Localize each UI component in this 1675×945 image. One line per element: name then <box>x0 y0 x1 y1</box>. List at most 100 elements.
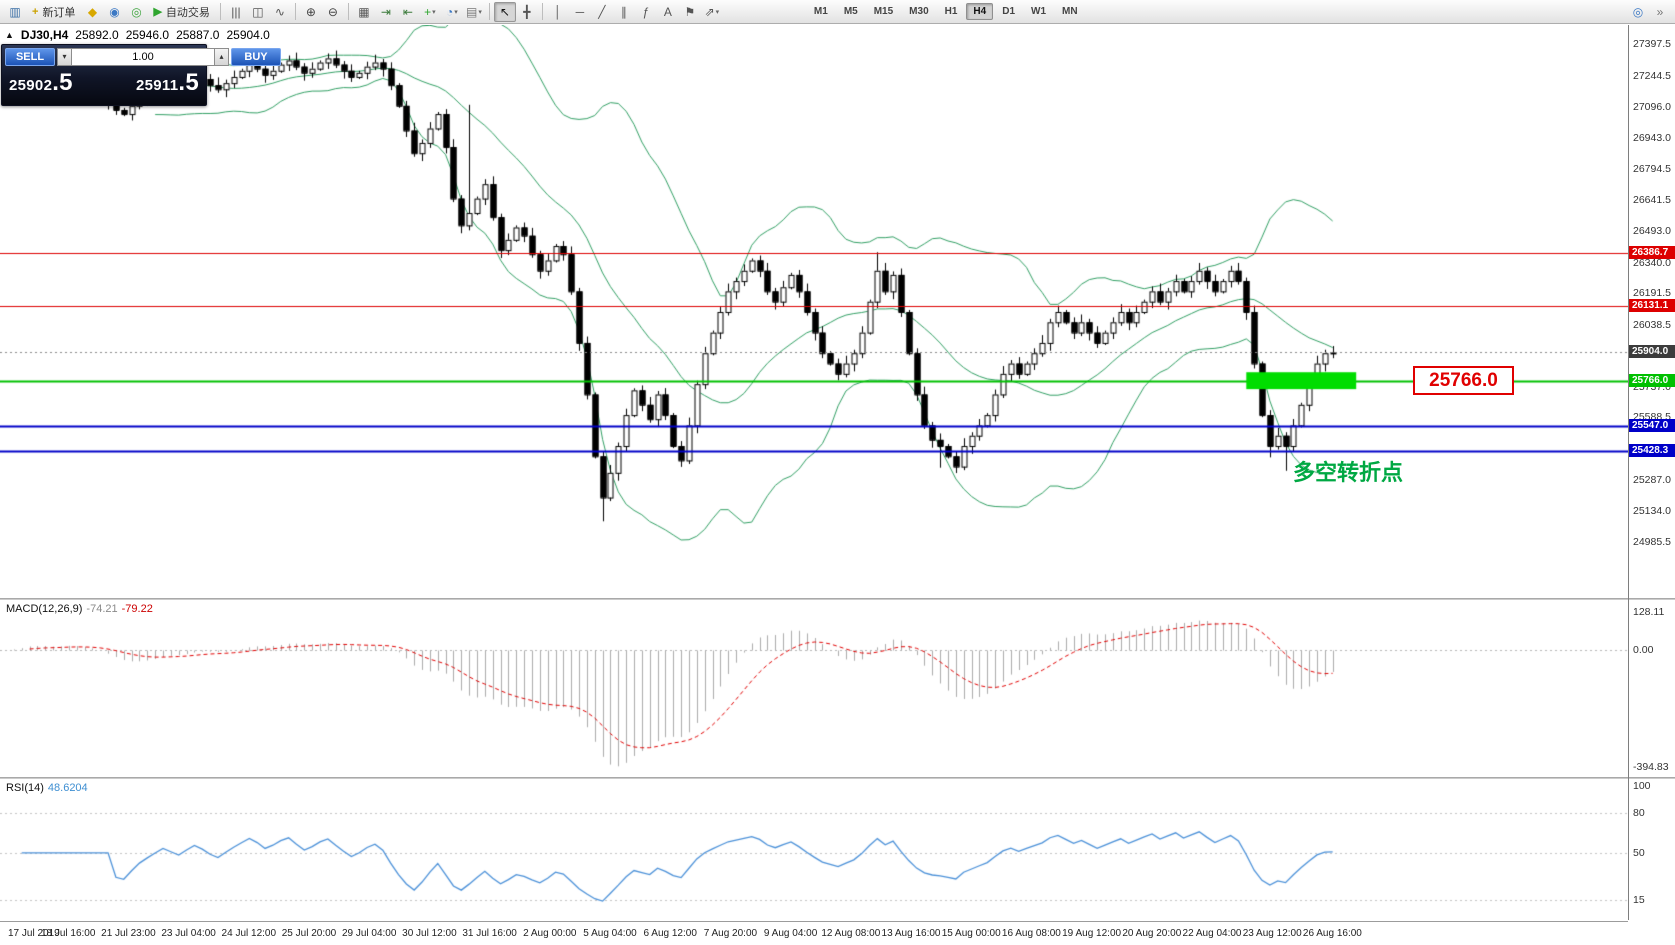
fibonacci-icon[interactable]: ƒ <box>642 4 650 19</box>
label-icon[interactable]: ⚑ <box>684 4 696 19</box>
price-axis-label: -394.83 <box>1633 760 1669 773</box>
timeframe-m15[interactable]: M15 <box>873 6 894 17</box>
rsi-indicator-label: RSI(14) 48.6204 <box>6 782 92 794</box>
timeframe-m1[interactable]: M1 <box>813 6 828 17</box>
volume-input[interactable] <box>72 48 214 66</box>
time-axis-label: 12 Aug 08:00 <box>821 928 881 939</box>
horizontal-line-icon[interactable]: ─ <box>575 4 585 19</box>
time-axis-label: 30 Jul 12:00 <box>402 928 457 939</box>
timeframe-m5[interactable]: M5 <box>843 6 858 17</box>
timeframe-h1[interactable]: H1 <box>944 6 958 17</box>
tile-windows-icon[interactable]: ▦ <box>358 4 370 19</box>
price-tag: 26131.1 <box>1629 298 1675 312</box>
time-axis-label: 23 Jul 04:00 <box>161 928 216 939</box>
price-axis-label: 24985.5 <box>1633 535 1671 548</box>
price-axis-label: 15 <box>1633 893 1645 906</box>
sell-price-small: 25902 <box>9 77 53 94</box>
candlestick-chart-icon[interactable]: ◫ <box>252 4 264 19</box>
autotrading-button-label: 自动交易 <box>165 6 210 19</box>
toolbar-separator <box>219 3 221 20</box>
pane-divider-macd[interactable] <box>0 598 1675 600</box>
volume-decrease-button[interactable]: ▾ <box>57 48 72 66</box>
price-axis-label: 0.00 <box>1633 644 1654 657</box>
time-axis-label: 2 Aug 00:00 <box>523 928 577 939</box>
toolbar-separator <box>541 3 543 20</box>
price-axis-label: 50 <box>1633 846 1645 859</box>
price-axis-label: 26794.5 <box>1633 162 1671 175</box>
new-order-button[interactable]: + 新订单 <box>26 2 81 22</box>
templates-icon[interactable]: ▤ ▾ <box>465 4 482 19</box>
price-axis-label: 26340.0 <box>1633 256 1671 269</box>
chart-ohlc-header: ▲ DJ30,H4 25892.0 25946.0 25887.0 25904.… <box>5 28 270 42</box>
price-axis-label: 100 <box>1633 779 1651 792</box>
timeframe-h4[interactable]: H4 <box>966 3 994 20</box>
time-axis-label: 21 Jul 23:00 <box>101 928 156 939</box>
price-axis-label: 26191.5 <box>1633 287 1671 300</box>
cursor-icon[interactable]: ↖ <box>493 1 516 22</box>
price-tag: 25904.0 <box>1629 345 1675 359</box>
price-axis[interactable]: 27397.5 27244.5 27096.0 26943.0 26794.5 26641… <box>1629 25 1675 920</box>
periods-icon[interactable]: ◔ ▾ <box>446 4 458 19</box>
auto-scroll-icon[interactable]: ⇥ <box>380 4 391 19</box>
community-icon[interactable]: ◉ <box>109 4 120 19</box>
buy-button[interactable]: BUY <box>231 48 281 66</box>
timeframe-m30[interactable]: M30 <box>909 6 929 17</box>
trendline-icon[interactable]: ╱ <box>598 4 606 19</box>
line-chart-icon[interactable]: ∿ <box>274 4 285 19</box>
buy-price[interactable]: 25911.5 <box>136 67 199 102</box>
volume-increase-button[interactable]: ▴ <box>214 48 229 66</box>
time-axis-label: 26 Aug 16:00 <box>1302 928 1362 939</box>
crosshair-icon[interactable]: ╋ <box>523 4 531 19</box>
vertical-line-icon[interactable]: │ <box>554 4 562 19</box>
macd-main-value: -74.21 <box>86 603 118 615</box>
order-book-icon[interactable]: ▥ <box>9 4 21 19</box>
zoom-out-icon[interactable]: ⊖ <box>327 4 338 19</box>
toolbar-separator <box>488 3 490 20</box>
main-chart-canvas[interactable] <box>0 25 1628 598</box>
turning-point-annotation[interactable]: 多空转折点 <box>1293 460 1404 485</box>
search-icon[interactable]: ◎ <box>1632 4 1644 19</box>
timeframe-mn[interactable]: MN <box>1062 6 1078 17</box>
chart-shift-icon[interactable]: ⇤ <box>402 4 413 19</box>
time-axis-label: 23 Aug 12:00 <box>1242 928 1302 939</box>
toolbar-separator <box>294 3 296 20</box>
price-axis-label: 27244.5 <box>1633 70 1671 83</box>
text-icon[interactable]: A <box>663 4 672 19</box>
sell-button[interactable]: SELL <box>5 48 55 66</box>
autotrading-button[interactable]: ▶ 自动交易 <box>147 2 215 22</box>
new-order-icon: + <box>32 5 39 18</box>
timeframe-d1[interactable]: D1 <box>1002 6 1016 17</box>
rsi-pane-canvas[interactable] <box>0 779 1628 920</box>
equidistant-channel-icon[interactable]: ∥ <box>620 4 627 19</box>
trade-panel-collapse-arrow[interactable]: ▲ <box>5 30 14 40</box>
one-click-trading-panel: SELL ▾ ▴ BUY 25902.5 25911.5 <box>1 44 281 106</box>
time-axis-label: 13 Aug 16:00 <box>881 928 941 939</box>
time-axis-label: 18 Jul 16:00 <box>40 928 96 939</box>
timeframe-w1[interactable]: W1 <box>1031 6 1047 17</box>
metaeditor-icon[interactable]: ◆ <box>87 4 98 19</box>
sell-price[interactable]: 25902.5 <box>9 67 73 102</box>
macd-signal-value: -79.22 <box>121 603 153 615</box>
high-value: 25946.0 <box>125 28 170 42</box>
refresh-icon[interactable]: ◎ <box>131 4 142 19</box>
price-callout-box[interactable]: 25766.0 <box>1413 366 1514 395</box>
toolbar-options-chevron[interactable]: » <box>1656 4 1664 19</box>
price-tag: 25766.0 <box>1629 373 1675 387</box>
chevron-down-icon: ▾ <box>478 8 482 16</box>
time-axis-label: 16 Aug 08:00 <box>1001 928 1061 939</box>
time-axis-label: 31 Jul 16:00 <box>462 928 517 939</box>
macd-pane-canvas[interactable] <box>0 600 1628 777</box>
new-chart-icon[interactable]: + ▾ <box>424 4 436 19</box>
time-axis[interactable]: 17 Jul 2019 18 Jul 16:00 21 Jul 23:00 23 Ju… <box>0 921 1628 945</box>
price-axis-label: 25287.0 <box>1633 473 1671 486</box>
price-axis-label: 26493.0 <box>1633 224 1671 237</box>
bar-chart-icon[interactable]: ||| <box>231 4 241 19</box>
zoom-in-icon[interactable]: ⊕ <box>305 4 316 19</box>
macd-name: MACD(12,26,9) <box>6 603 83 615</box>
volume-stepper: ▾ ▴ <box>57 48 229 66</box>
arrows-tool-icon[interactable]: ⇗ ▾ <box>704 4 720 19</box>
toolbar: ▥ + 新订单 ◆ ◉ ◎ ▶ 自动交易 ||| ◫ ∿ ⊕ ⊖ ▦ ⇥ ⇤ + ▾ ◔ ▾ ▤ ▾ ↖ ╋ │ ─ ╱ ∥ ƒ A ⚑ ⇗ ▾… <box>0 0 1675 24</box>
pane-divider-rsi[interactable] <box>0 777 1675 779</box>
time-axis-label: 22 Aug 04:00 <box>1182 928 1242 939</box>
price-axis-label: 128.11 <box>1633 606 1665 619</box>
